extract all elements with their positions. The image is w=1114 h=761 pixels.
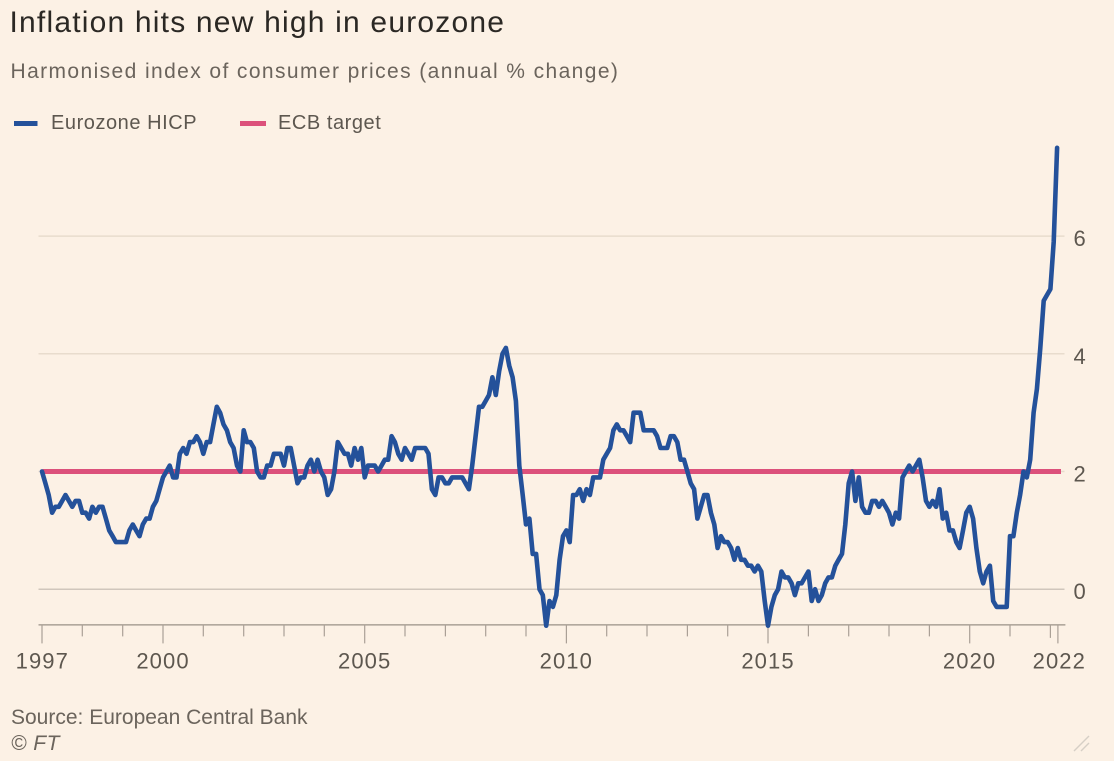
svg-text:2022: 2022	[1033, 649, 1086, 674]
svg-text:2020: 2020	[943, 649, 996, 674]
svg-text:2: 2	[1074, 462, 1087, 487]
svg-text:2005: 2005	[338, 649, 391, 674]
svg-text:6: 6	[1074, 226, 1087, 251]
svg-text:2010: 2010	[540, 649, 593, 674]
svg-text:2015: 2015	[741, 649, 794, 674]
svg-text:1997: 1997	[16, 649, 69, 674]
svg-text:4: 4	[1074, 344, 1087, 369]
svg-text:0: 0	[1074, 579, 1087, 604]
svg-text:2000: 2000	[136, 649, 189, 674]
